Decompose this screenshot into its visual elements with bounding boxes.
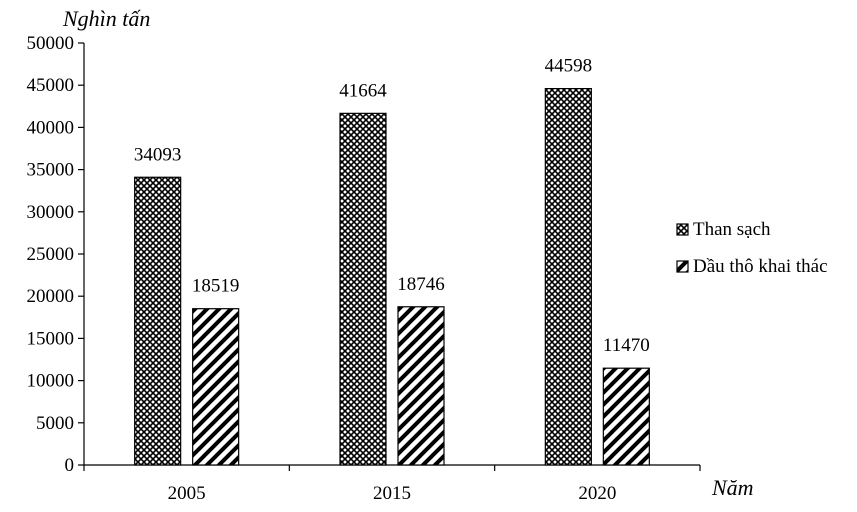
bar-dau-tho-2020: [602, 367, 650, 466]
bar-than-sach-2020: [544, 87, 592, 466]
y-axis-title: Nghìn tấn: [62, 6, 150, 31]
y-tick-label: 0: [65, 455, 75, 476]
bar-than-sach-2005: [134, 176, 182, 466]
x-axis-title: Năm: [711, 475, 754, 500]
y-tick-label: 40000: [27, 117, 75, 138]
bar-dau-tho-2005: [192, 308, 240, 466]
bars-group: 34093 18519 41664 18746 44598 11470: [134, 56, 650, 466]
y-tick-label: 15000: [27, 328, 75, 349]
y-tick-label: 10000: [27, 371, 75, 392]
legend-label: Than sạch: [693, 219, 771, 240]
y-tick-label: 35000: [27, 160, 75, 181]
legend: Than sạch Dầu thô khai thác: [676, 219, 828, 277]
data-label: 34093: [134, 144, 182, 165]
data-label: 41664: [339, 80, 387, 101]
y-tick-label: 25000: [27, 244, 75, 265]
legend-swatch: [676, 223, 689, 236]
bar-than-sach-2015: [339, 112, 387, 466]
data-label: 18746: [397, 274, 445, 295]
x-tick-label: 2005: [168, 483, 206, 504]
legend-label: Dầu thô khai thác: [693, 256, 828, 277]
data-label: 11470: [603, 335, 650, 356]
bar-dau-tho-2015: [397, 306, 445, 466]
legend-swatch: [676, 260, 689, 273]
y-tick-label: 5000: [36, 413, 74, 434]
data-label: 44598: [545, 56, 593, 77]
y-tick-label: 45000: [27, 75, 75, 96]
data-label: 18519: [192, 276, 240, 297]
x-tick-label: 2015: [373, 483, 411, 504]
y-tick-label: 30000: [27, 202, 75, 223]
y-axis: 0 5000 10000 15000 20000 25000 30000 35000 40000…: [27, 33, 85, 476]
x-axis: 2005 2015 2020: [83, 464, 701, 504]
y-tick-label: 50000: [27, 33, 75, 54]
x-tick-label: 2020: [578, 483, 616, 504]
y-tick-label: 20000: [27, 286, 75, 307]
